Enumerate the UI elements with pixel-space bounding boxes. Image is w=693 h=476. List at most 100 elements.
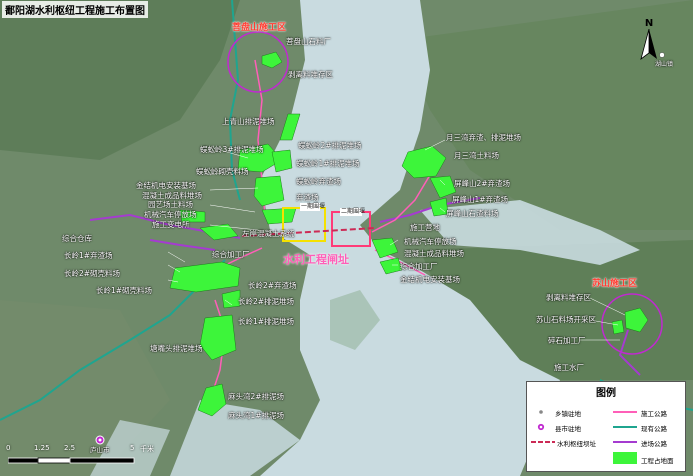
label-matouwan-1: 麻头湾1#排泥场 — [228, 411, 285, 420]
legend-symbol-county — [537, 423, 545, 431]
legend-symbol-dam — [531, 441, 555, 443]
legend-label-footprint: 工程占地面 — [641, 457, 674, 465]
label-pingfengshan-1: 屏峰山1#弃渣场 — [452, 195, 509, 204]
label-changling-mud-2: 长岭2#排泥堆场 — [238, 297, 295, 306]
label-yuesanwan-soil: 月三湾土料场 — [454, 151, 499, 160]
label-machinery-east: 机械汽车停放场 — [404, 237, 457, 246]
label-tangzuitou: 塘嘴头排泥堆场 — [150, 344, 203, 353]
construction-road-east — [371, 174, 431, 233]
town-dot-hushan — [659, 52, 665, 58]
footprint-sushan-quarry — [624, 307, 649, 333]
zone-circle-pupanshan — [227, 31, 289, 93]
label-pingfengshan-stone: 屏峰山石渣料场 — [446, 209, 499, 218]
label-wugongling-2: 蜈蚣岭2#排泥堆场 — [298, 141, 362, 150]
label-concrete-stock-west: 混凝土成品料堆场 — [142, 191, 202, 200]
north-arrow-icon — [640, 28, 657, 61]
footprint-changling-2 — [221, 289, 241, 309]
label-left-concrete-system: 左岸混凝土系统 — [242, 229, 295, 238]
label-changling-spoil-1: 长岭1#弃渣场 — [64, 251, 113, 260]
label-warehouse: 综合仓库 — [62, 234, 92, 243]
lake-inlet-east — [420, 200, 640, 265]
zone-label-sushan: 苏山施工区 — [592, 279, 638, 289]
scale-tick-1: 1.25 — [34, 444, 50, 452]
cofferdam-1-label: 一期围堰 — [301, 203, 326, 210]
footprint-machinery-west — [199, 223, 239, 241]
access-road-west-2 — [149, 239, 216, 251]
footprint-yuesanwan — [401, 145, 447, 179]
scale-unit: 千米 — [140, 445, 154, 453]
access-road-east — [379, 197, 481, 223]
river-island — [330, 290, 380, 350]
label-water-plant: 施工水厂 — [554, 363, 584, 372]
footprint-shangqingshan — [279, 113, 301, 141]
footprint-gardening-soil — [179, 209, 206, 223]
label-shangqingshan: 上青山排泥堆场 — [222, 117, 275, 126]
footprint-changling — [169, 261, 241, 293]
label-camp-east: 施工营地 — [410, 223, 440, 232]
label-pupanshan-quarry: 菩盘山石料厂 — [286, 37, 331, 46]
legend-symbol-existing-road — [613, 426, 637, 428]
footprint-east-concrete — [379, 257, 403, 275]
legend: 图例 乡镇驻地 施工公路 县市驻地 现有公路 水利枢纽坝址 进场公路 工程占地面 — [526, 381, 686, 472]
label-changling-shell-1: 长岭1#砌壳料场 — [96, 286, 153, 295]
scale-bar: 0 1.25 2.5 5 千米 — [6, 444, 156, 472]
label-yuesanwan-spoil: 月三湾弃渣、排泥堆场 — [446, 133, 521, 142]
scale-tick-2: 2.5 — [64, 444, 76, 452]
cofferdam-1-tag-bg — [300, 203, 320, 211]
label-wugongling-spoil: 蜈蚣岭弃渣场 — [296, 177, 341, 186]
dam-axis — [241, 227, 376, 237]
label-metal-install-east: 金结机电安装基场 — [400, 275, 460, 284]
legend-label-existing-road: 现有公路 — [641, 425, 667, 433]
footprint-wugongling-spoil — [261, 207, 297, 225]
label-metal-install-west: 金结机电安装基场 — [136, 181, 196, 190]
town-label-hushan: 湖山镇 — [655, 61, 674, 68]
scale-tick-0: 0 — [6, 444, 11, 452]
legend-label-access-road: 进场公路 — [641, 440, 667, 448]
existing-road-north — [228, 0, 241, 201]
legend-title: 图例 — [596, 388, 616, 399]
label-stripping-sushan: 剥离料堆存区 — [546, 293, 591, 302]
label-processing-east: 综合加工厂 — [400, 262, 438, 271]
footprint-wugongling-1 — [253, 175, 285, 207]
access-road-sushan — [618, 329, 641, 376]
label-sushan-quarry: 苏山石料场开采区 — [536, 315, 596, 324]
label-gravel-plant: 碎石加工厂 — [548, 336, 586, 345]
dam-site-label: 水利工程闸址 — [283, 253, 349, 266]
hill-shade-ne — [400, 0, 693, 230]
map-title: 鄱阳湖水利枢纽工程施工布置图 — [2, 1, 148, 18]
lake-water — [260, 0, 560, 476]
label-changling-spoil-2: 长岭2#弃渣场 — [248, 281, 297, 290]
footprint-tangzuitou — [199, 314, 237, 361]
legend-label-dam: 水利枢纽坝址 — [557, 440, 596, 448]
lake-water-sw — [170, 400, 300, 476]
label-wugongling-3: 蜈蚣岭3#排泥堆场 — [200, 145, 264, 154]
footprint-wugongling-2 — [271, 149, 293, 173]
zone-circle-sushan — [601, 293, 663, 355]
label-changling-shell-2: 长岭2#砌壳料场 — [64, 269, 121, 278]
label-pingfengshan-2: 屏峰山2#弃渣场 — [454, 179, 511, 188]
cofferdam-2-label: 二期围堰 — [341, 208, 366, 215]
label-substation: 施工变电所 — [152, 220, 190, 229]
label-wugongling-shell: 蜈蚣岭砌壳料场 — [196, 167, 249, 176]
county-label-lushan: 庐山市 — [90, 446, 110, 454]
label-spoil-yard: 弃渣场 — [296, 193, 319, 202]
footprint-east-camp — [371, 237, 399, 259]
cofferdam-2-tag-bg — [340, 208, 362, 216]
legend-symbol-construction-road — [613, 411, 637, 413]
legend-symbol-access-road — [613, 441, 637, 443]
scale-tick-3: 5 — [130, 444, 135, 452]
label-processing-west: 综合加工厂 — [212, 250, 250, 259]
county-marker-center — [98, 438, 102, 442]
label-stripping-north: 剥离料堆存区 — [288, 70, 333, 79]
footprint-pingfengshan-2 — [429, 175, 457, 199]
label-machinery-west: 机械汽车停放场 — [144, 210, 197, 219]
footprint-wugongling-3 — [237, 143, 283, 173]
footprint-matouwan — [197, 383, 227, 417]
scale-bar-graphic — [8, 457, 135, 464]
legend-label-town: 乡镇驻地 — [555, 410, 581, 418]
footprint-pingfengshan-1 — [429, 197, 449, 217]
footprint-sushan-strip — [611, 319, 625, 335]
legend-symbol-town — [539, 410, 543, 414]
